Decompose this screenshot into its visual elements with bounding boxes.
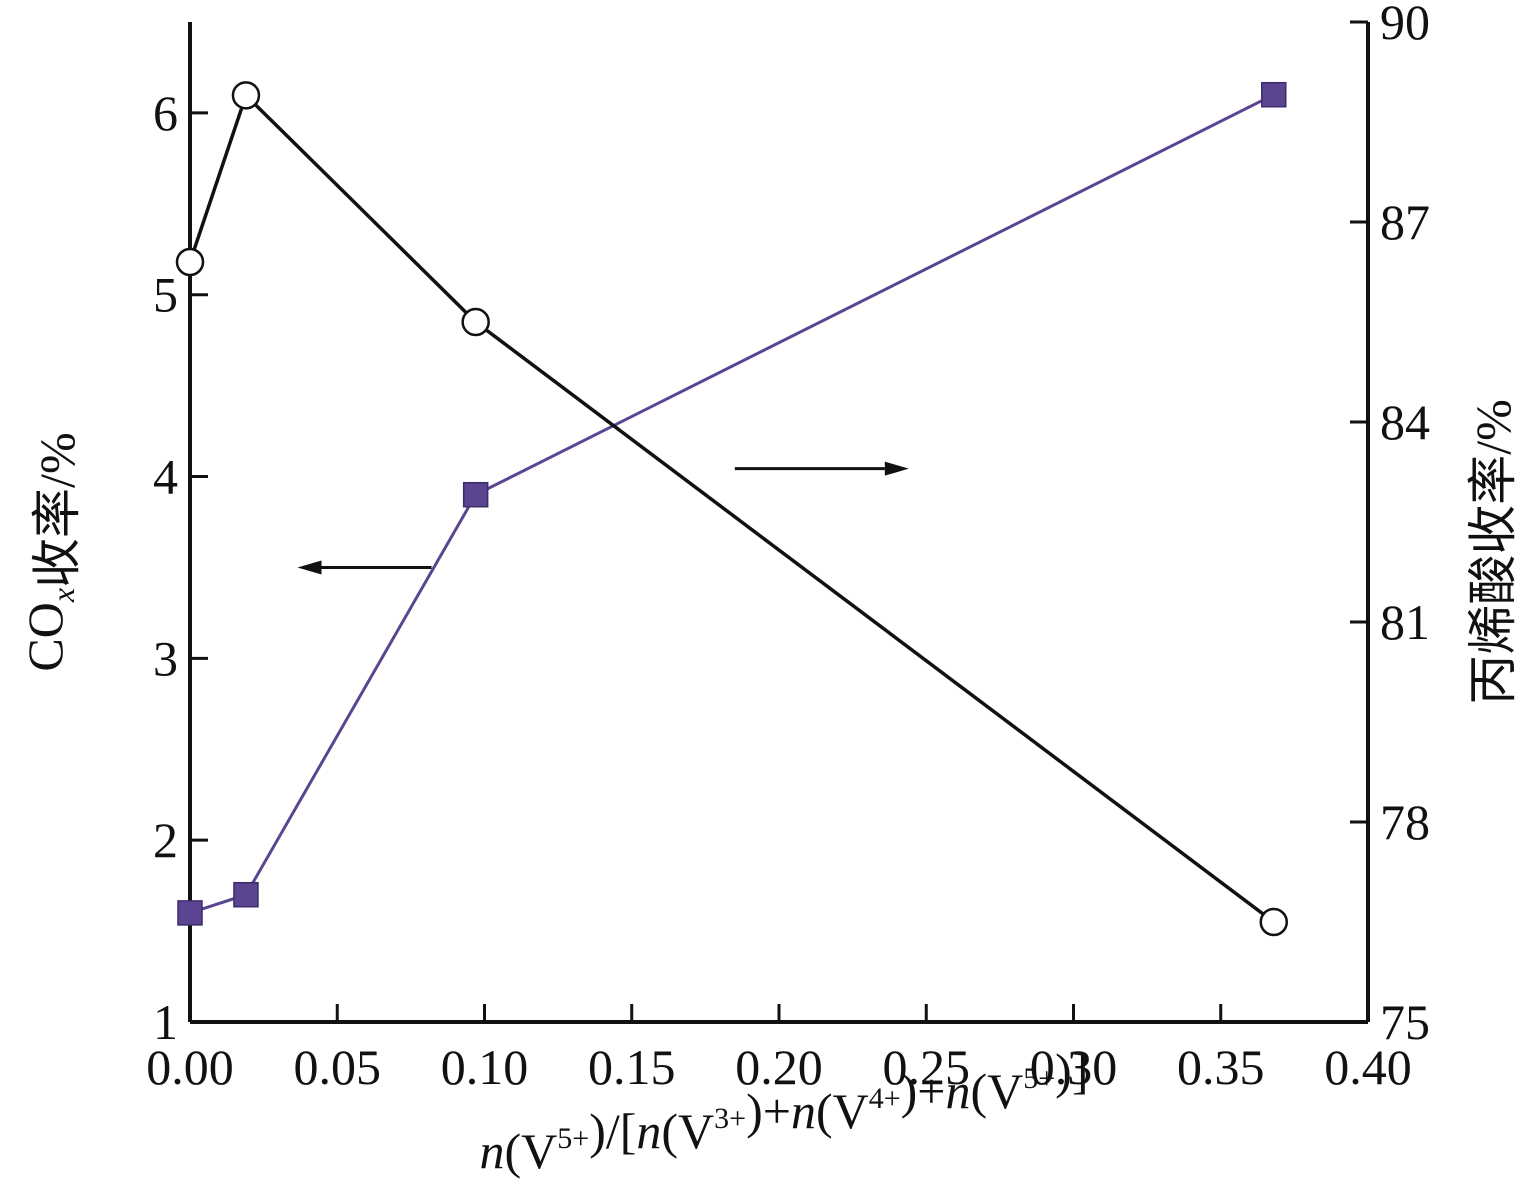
axis-labels: n(V5+)/[n(V3+)+n(V4+)+n(V5+)]COx收率/% 丙烯酸收… [17,399,1521,1179]
annotation-layer [297,461,909,575]
right-y-tick-label: 81 [1380,594,1430,650]
x-axis-ticks: 0.00 0.05 0.10 0.15 0.20 0.25 0.30 0.35 0.40 [146,1004,1412,1095]
arrow-head-left [297,560,322,575]
left-y-axis-title-part: CO [17,602,73,671]
x-axis-title-part: 3+ [714,1102,746,1135]
x-axis-title-part: )+ [901,1063,946,1119]
x-axis-title: n(V5+)/[n(V3+)+n(V4+)+n(V5+)] [480,1043,1089,1179]
x-tick-label: 0.00 [146,1039,234,1095]
x-axis-title-part: 4+ [869,1082,901,1115]
plot-frame [188,22,1370,1024]
left-y-axis-title-part: x [45,588,81,603]
series-layer [175,81,1289,937]
x-axis-title-part: )/[ [589,1103,636,1159]
x-axis-title-part: n [480,1123,505,1179]
left-y-tick-label: 3 [153,630,178,686]
x-axis-title-part: )+ [746,1083,791,1139]
x-tick-label: 0.25 [883,1039,971,1095]
left-y-tick-label: 5 [153,267,178,323]
left-y-axis-title-part: 收率/% [29,432,85,588]
acrylic-acid-yield-line [188,92,1275,924]
left-y-tick-label: 1 [153,994,178,1050]
cox-yield-point [1261,81,1287,108]
right-y-tick-label: 75 [1380,994,1430,1050]
x-tick-label: 0.30 [1030,1039,1118,1095]
acrylic-acid-yield-point [461,307,490,337]
right-y-tick-label: 84 [1380,394,1430,450]
x-tick-label: 0.35 [1177,1039,1265,1095]
x-axis-title-part: n [791,1083,816,1139]
x-tick-label: 0.15 [588,1039,676,1095]
x-tick-label: 0.10 [441,1039,529,1095]
left-y-tick-label: 4 [153,449,178,505]
x-axis-title-part: (V [816,1083,869,1139]
left-y-axis-ticks: 1 2 3 4 5 6 [153,85,208,1050]
acrylic-acid-yield-point [231,81,261,110]
right-y-axis-title: 丙烯酸收率/% [1465,399,1521,705]
cox-yield-point [233,881,259,908]
left-y-tick-label: 2 [153,812,178,868]
x-tick-label: 0.20 [735,1039,823,1095]
x-axis-title-part: 5+ [557,1122,589,1155]
x-tick-label: 0.05 [294,1039,382,1095]
x-axis-title-part: n [945,1063,970,1119]
x-axis-title-part: (V [970,1063,1023,1119]
left-y-axis-title: COx收率/% [17,432,85,671]
x-axis-title-part: 5+ [1023,1062,1055,1095]
x-tick-label: 0.40 [1324,1039,1412,1095]
acrylic-acid-yield-point [1259,907,1289,937]
right-y-tick-label: 87 [1380,194,1430,250]
right-y-tick-label: 78 [1380,794,1430,850]
acrylic-acid-yield-point [175,247,205,277]
x-axis-title-part: n [636,1103,661,1159]
x-axis-title-part: (V [661,1103,714,1159]
cox-yield-point [177,900,203,926]
cox-yield-line [189,93,1275,915]
cox-yield-point [462,481,489,508]
right-y-axis-ticks: 75 78 81 84 87 90 [1350,0,1430,1050]
arrow-to-right-axis [734,461,909,476]
x-axis-title-part: (V [505,1123,558,1179]
right-y-tick-label: 90 [1380,0,1430,50]
arrow-head-right [884,461,909,476]
x-axis-title-part: )] [1055,1043,1088,1099]
arrow-to-left-axis [297,560,432,575]
left-y-tick-label: 6 [153,85,178,141]
